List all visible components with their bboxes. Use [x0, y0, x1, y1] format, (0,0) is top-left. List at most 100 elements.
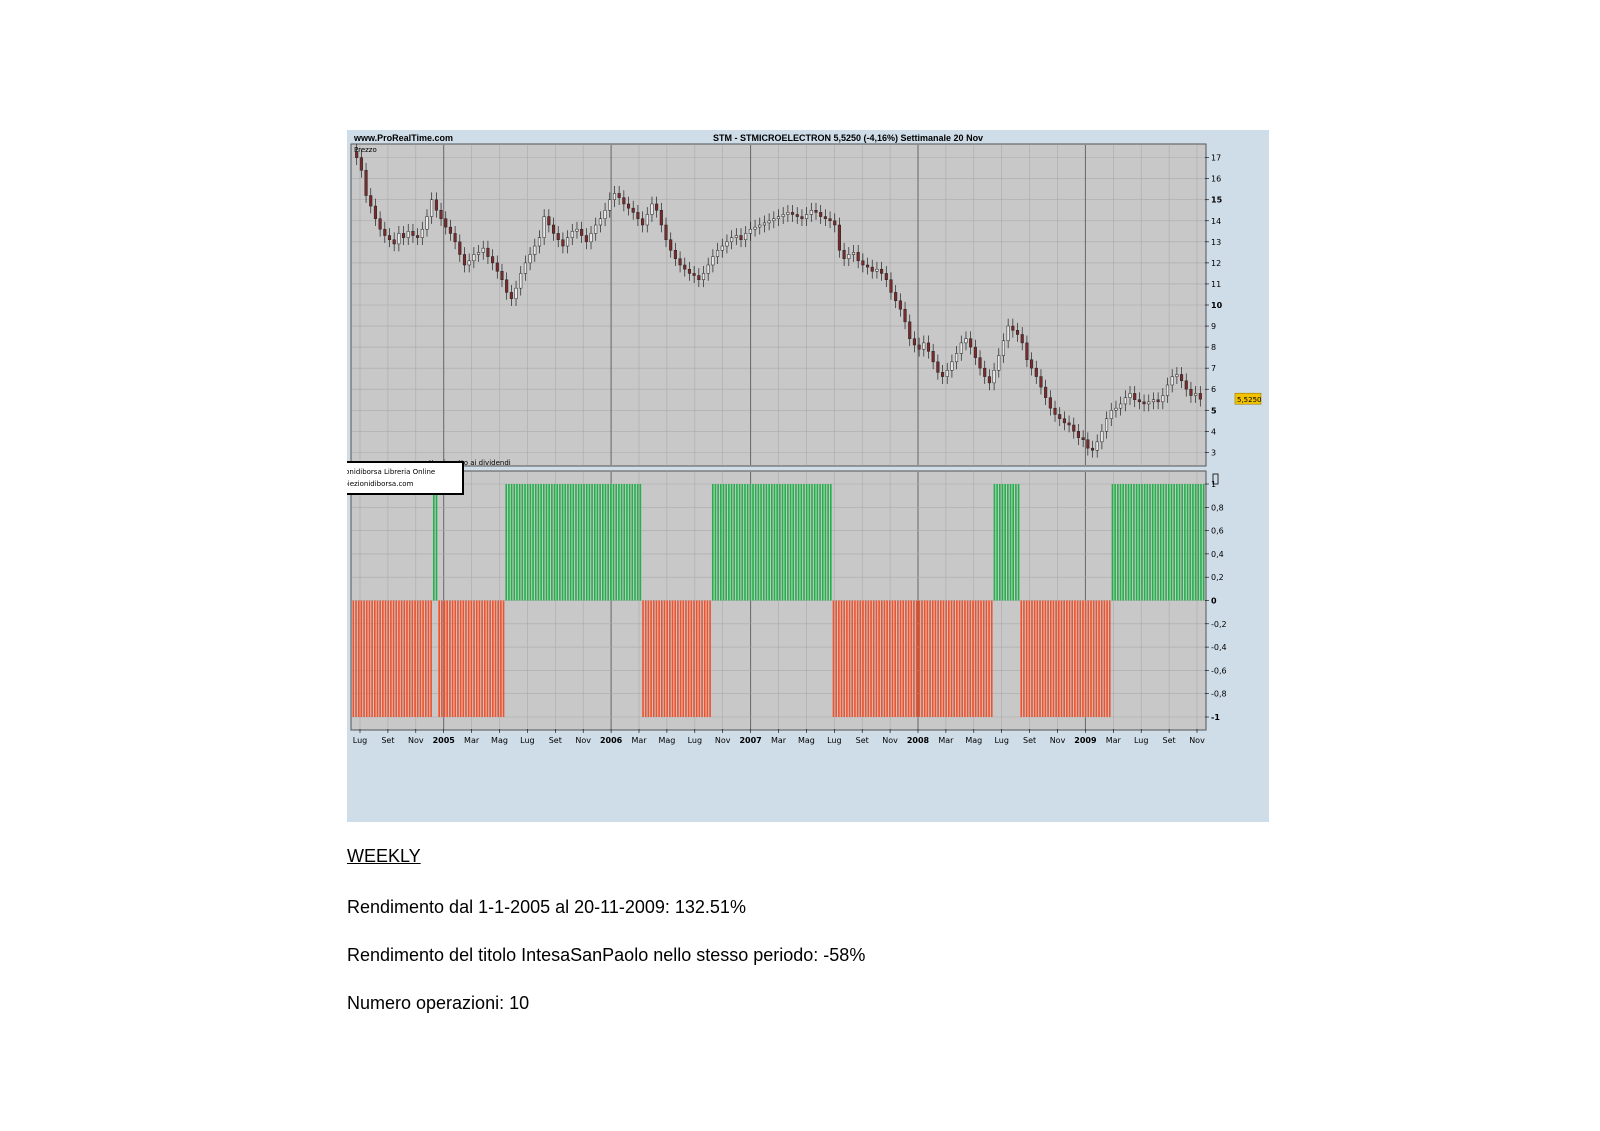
price-candle-body — [420, 228, 424, 238]
price-candle-body — [861, 260, 865, 266]
price-y-tick-label: 5 — [1211, 406, 1217, 415]
price-y-tick-label: 14 — [1211, 217, 1221, 226]
price-candle-body — [1114, 407, 1118, 411]
confronto-line: Rendimento del titolo IntesaSanPaolo nel… — [347, 945, 866, 965]
x-tick-label: Nov — [1050, 736, 1066, 745]
x-tick-label: Mag — [491, 736, 508, 745]
price-candle-body — [880, 268, 884, 274]
price-candle-body — [945, 370, 949, 377]
price-candle-body — [626, 203, 631, 209]
x-tick-label: Lug — [520, 736, 534, 745]
x-tick-label: 2005 — [433, 736, 456, 745]
x-tick-label: Nov — [575, 736, 591, 745]
chart-title: STM - STMICROELECTRON 5,5250 (-4,16%) Se… — [713, 133, 983, 143]
price-candle-body — [467, 260, 471, 266]
price-candle-body — [1133, 393, 1137, 400]
price-candle-body — [1044, 386, 1048, 398]
price-candle-body — [987, 376, 991, 384]
price-candle-body — [566, 237, 570, 247]
price-candle-body — [1090, 447, 1095, 451]
signal-scale-marker — [1212, 473, 1219, 485]
price-candle-body — [1062, 418, 1066, 424]
price-candle-body — [1180, 374, 1184, 382]
price-candle-body — [383, 228, 387, 236]
price-candle-body — [453, 233, 457, 243]
price-candle-body — [551, 224, 556, 234]
price-candle-body — [931, 351, 935, 363]
price-candle-body — [359, 157, 363, 171]
x-tick-label: 2007 — [739, 736, 761, 745]
price-candle-body — [692, 273, 696, 276]
price-candle-body — [495, 262, 499, 272]
price-candle-body — [1001, 340, 1006, 356]
x-tick-label: Set — [549, 736, 562, 745]
price-candle-body — [1072, 424, 1076, 432]
price-candle-body — [448, 226, 452, 234]
price-candle-body — [669, 239, 673, 251]
price-candles — [355, 143, 1202, 458]
x-tick-label: Nov — [715, 736, 731, 745]
price-candle-body — [1015, 330, 1020, 335]
price-y-axis: 17 16 15 14 13 12 11 10 9 8 7 6 5 4 3 — [1205, 154, 1223, 457]
price-candle-body — [523, 262, 527, 274]
price-candle-body — [528, 254, 532, 264]
price-candle-body — [580, 228, 584, 236]
x-tick-label: Nov — [408, 736, 424, 745]
x-tick-label: 2008 — [907, 736, 930, 745]
price-candle-body — [612, 193, 617, 200]
price-candle-body — [444, 218, 448, 228]
price-candle-body — [809, 210, 813, 215]
x-tick-label: 2009 — [1074, 736, 1097, 745]
price-candle-body — [1095, 441, 1099, 451]
price-candle-body — [683, 264, 687, 270]
price-candle-body — [1165, 384, 1170, 396]
chart-svg: www.ProRealTime.com STM - STMICROELECTRO… — [347, 133, 1262, 745]
price-candle-body — [406, 231, 410, 238]
price-candle-body — [603, 210, 607, 219]
price-candle-body — [701, 273, 706, 280]
price-candle-body — [800, 216, 804, 219]
price-candle-body — [851, 252, 856, 255]
x-tick-label: Mar — [631, 736, 647, 745]
price-candle-body — [973, 346, 977, 358]
price-candle-body — [537, 237, 542, 247]
signal-y-axis: 1 0,8 0,6 0,4 0,2 0 -0,2 -0,4 -0,6 -0,8 -1 — [1205, 480, 1227, 722]
price-candle-body — [1076, 431, 1081, 438]
price-candle-body — [706, 264, 710, 274]
price-candle-body — [739, 235, 743, 240]
x-tick-label: Mar — [464, 736, 480, 745]
price-candle-body — [575, 228, 579, 232]
price-candle-body — [392, 239, 396, 245]
price-candle-body — [355, 151, 359, 158]
price-candle-body — [884, 273, 888, 280]
price-candle-body — [716, 250, 720, 257]
x-tick-label: Lug — [688, 736, 702, 745]
signal-y-tick-label: 0,2 — [1211, 573, 1224, 582]
price-candle-body — [856, 252, 860, 262]
price-candle-body — [955, 353, 959, 363]
x-tick-label: Set — [381, 736, 394, 745]
signal-y-tick-label: -1 — [1211, 713, 1220, 722]
price-candle-body — [462, 254, 467, 266]
signal-y-tick-label: 0,8 — [1211, 503, 1224, 512]
price-candle-body — [584, 235, 588, 243]
x-axis: Lug Set Nov 2005 Mar Mag Lug Set Nov 2006 Mar Mag Lu… — [353, 729, 1205, 745]
price-candle-body — [940, 372, 945, 377]
price-candle-body — [617, 193, 621, 198]
rendimento-line: Rendimento dal 1-1-2005 al 20-11-2009: 1… — [347, 897, 746, 917]
signal-y-tick-label: 1 — [1211, 480, 1216, 489]
price-candle-body — [983, 367, 987, 377]
price-candle-body — [631, 207, 635, 213]
price-candle-body — [711, 256, 715, 266]
price-candle-body — [589, 233, 593, 243]
price-candle-body — [378, 218, 382, 230]
price-candle-body — [641, 218, 645, 226]
price-candle-body — [1067, 422, 1071, 426]
price-candle-body — [823, 216, 827, 219]
price-panel-label: Prezzo — [354, 146, 377, 154]
price-candle-body — [491, 256, 495, 264]
price-candle-body — [1156, 399, 1160, 403]
site-label: www.ProRealTime.com — [353, 133, 453, 143]
x-tick-label: Set — [856, 736, 869, 745]
price-candle-body — [1058, 414, 1062, 419]
